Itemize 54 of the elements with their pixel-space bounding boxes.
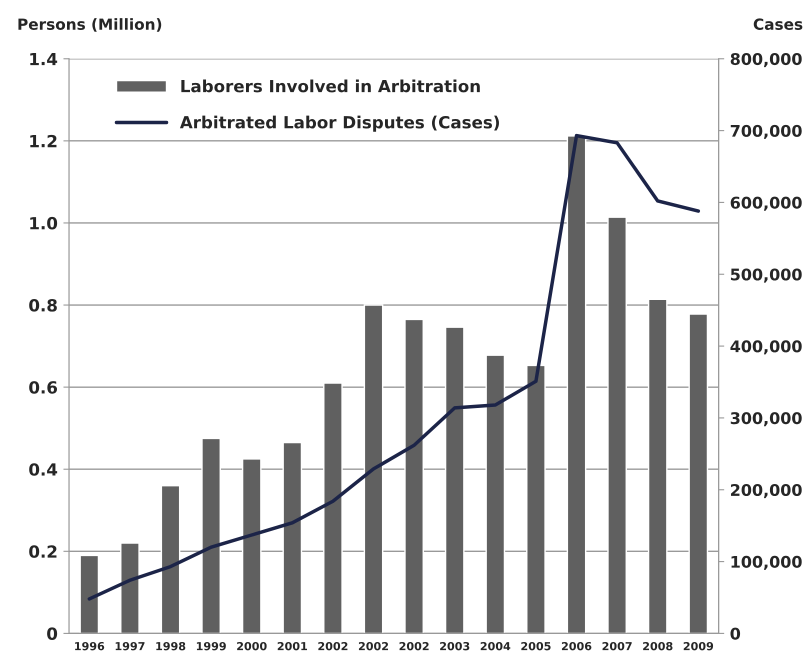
bar [79,554,100,634]
x-tick-label: 1999 [196,642,226,650]
x-tick-label: 2009 [684,642,714,650]
bar [160,484,180,634]
bar [404,318,424,634]
y2-tick-label: 200,000 [730,484,802,498]
bar [364,304,384,634]
x-tick-label: 2002 [358,642,388,650]
y-tick-label: 0.8 [29,299,57,312]
bar [242,458,262,634]
x-tick-label: 1998 [156,642,186,650]
y2-tick-label: 500,000 [730,268,802,283]
x-tick-label: 2006 [562,642,592,650]
y2-tick-label: 400,000 [730,340,802,354]
bar [485,354,506,634]
x-tick-label: 2000 [237,642,267,650]
x-tick-label: 2002 [400,642,429,650]
bar [323,382,343,634]
y2-tick-label: 300,000 [730,412,802,426]
y2-tick-label: 100,000 [732,556,802,570]
bar [444,326,465,634]
x-tick-label: 2002 [318,642,348,650]
y2-tick-label: 600,000 [730,196,802,211]
legend-label: Laborers Involved in Arbitration [181,80,480,92]
bar [607,216,627,634]
y2-tick-label: 0 [730,628,740,640]
x-tick-label: 2001 [278,642,308,650]
y-tick-label: 1.0 [30,216,58,230]
y2-tick-label: 800,000 [730,52,802,68]
bar [648,298,668,634]
line-series [88,134,700,601]
bar [688,313,708,634]
y2-tick-label: 700,000 [730,124,802,139]
bar [526,364,546,634]
bar [120,542,140,634]
y-tick-label: 1.4 [30,52,58,66]
x-tick-label: 1996 [75,642,104,650]
y-tick-label: 1.2 [30,134,56,148]
y-tick-label: 0.4 [29,463,58,476]
legend-label: Arbitrated Labor Disputes (Cases) [180,116,499,132]
y2-axis-title: Cases [754,18,802,30]
y-axis-title: Persons (Million) [18,18,162,32]
y-tick-label: 0.6 [29,381,58,394]
x-tick-label: 2008 [643,642,672,650]
bar [201,438,221,634]
bar [566,135,586,634]
x-tick-label: 1997 [116,642,144,650]
x-tick-label: 2007 [602,642,632,650]
bar [282,442,302,634]
y-tick-label: 0.2 [29,545,56,558]
x-tick-label: 2003 [440,642,470,650]
y-tick-label: 0 [47,627,58,640]
x-tick-label: 2004 [480,642,510,650]
x-tick-label: 2005 [521,642,551,650]
